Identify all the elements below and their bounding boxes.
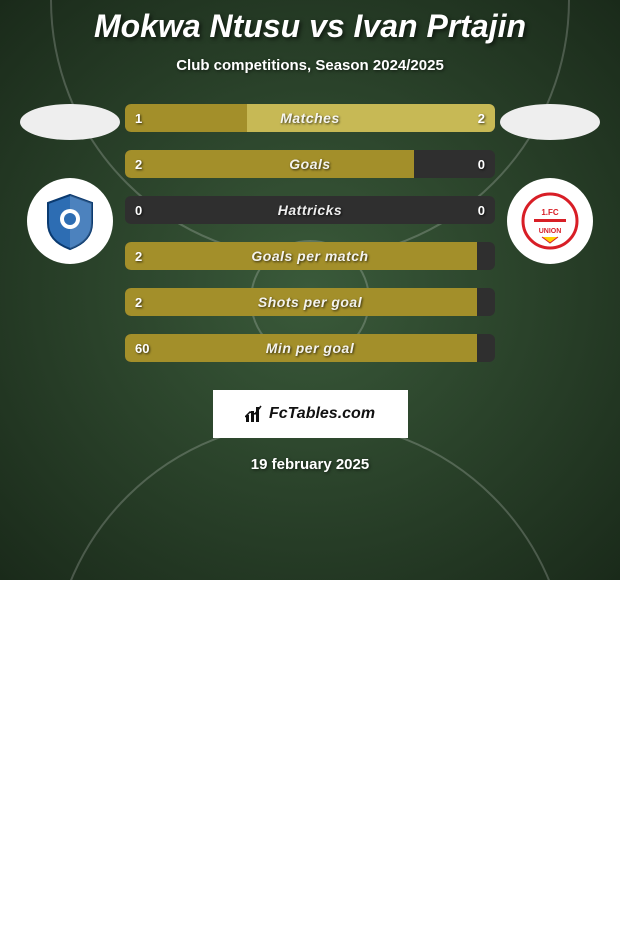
stat-value-left: 2 (135, 242, 142, 270)
stat-row: Hattricks0 0 (125, 196, 495, 224)
date-label: 19 february 2025 (0, 456, 620, 473)
chart-icon (245, 405, 263, 423)
stat-value-left: 60 (135, 334, 149, 362)
stat-row: Shots per goal2 (125, 288, 495, 316)
right-club-badge: 1.FC UNION (507, 178, 593, 264)
brand-label: FcTables.com (269, 405, 375, 423)
left-player-avatar (20, 104, 120, 140)
stat-label: Hattricks (125, 196, 495, 224)
union-berlin-badge-icon: 1.FC UNION (520, 191, 580, 251)
stat-label: Min per goal (125, 334, 495, 362)
page-title: Mokwa Ntusu vs Ivan Prtajin (0, 0, 620, 45)
stat-value-right: 0 (478, 196, 485, 224)
stat-row: Matches1 2 (125, 104, 495, 132)
svg-text:UNION: UNION (539, 228, 562, 235)
stat-value-left: 0 (135, 196, 142, 224)
left-club-badge (27, 178, 113, 264)
hoffenheim-badge-icon (40, 191, 100, 251)
subtitle: Club competitions, Season 2024/2025 (0, 57, 620, 74)
stat-value-right: 2 (478, 104, 485, 132)
stat-row: Goals per match2 (125, 242, 495, 270)
left-player-col (15, 104, 125, 264)
svg-text:1.FC: 1.FC (541, 208, 559, 217)
stat-value-left: 2 (135, 288, 142, 316)
comparison-card: Mokwa Ntusu vs Ivan Prtajin Club competi… (0, 0, 620, 580)
stat-bars: Matches12Goals20Hattricks00Goals per mat… (125, 104, 495, 380)
stat-label: Goals per match (125, 242, 495, 270)
content: Matches12Goals20Hattricks00Goals per mat… (0, 104, 620, 380)
stat-value-left: 1 (135, 104, 142, 132)
brand-box[interactable]: FcTables.com (213, 390, 408, 438)
right-player-col: 1.FC UNION (495, 104, 605, 264)
stat-value-right: 0 (478, 150, 485, 178)
stat-row: Goals2 0 (125, 150, 495, 178)
stat-label: Matches (125, 104, 495, 132)
right-player-avatar (500, 104, 600, 140)
stat-row: Min per goal60 (125, 334, 495, 362)
stat-value-left: 2 (135, 150, 142, 178)
stat-label: Shots per goal (125, 288, 495, 316)
stat-label: Goals (125, 150, 495, 178)
